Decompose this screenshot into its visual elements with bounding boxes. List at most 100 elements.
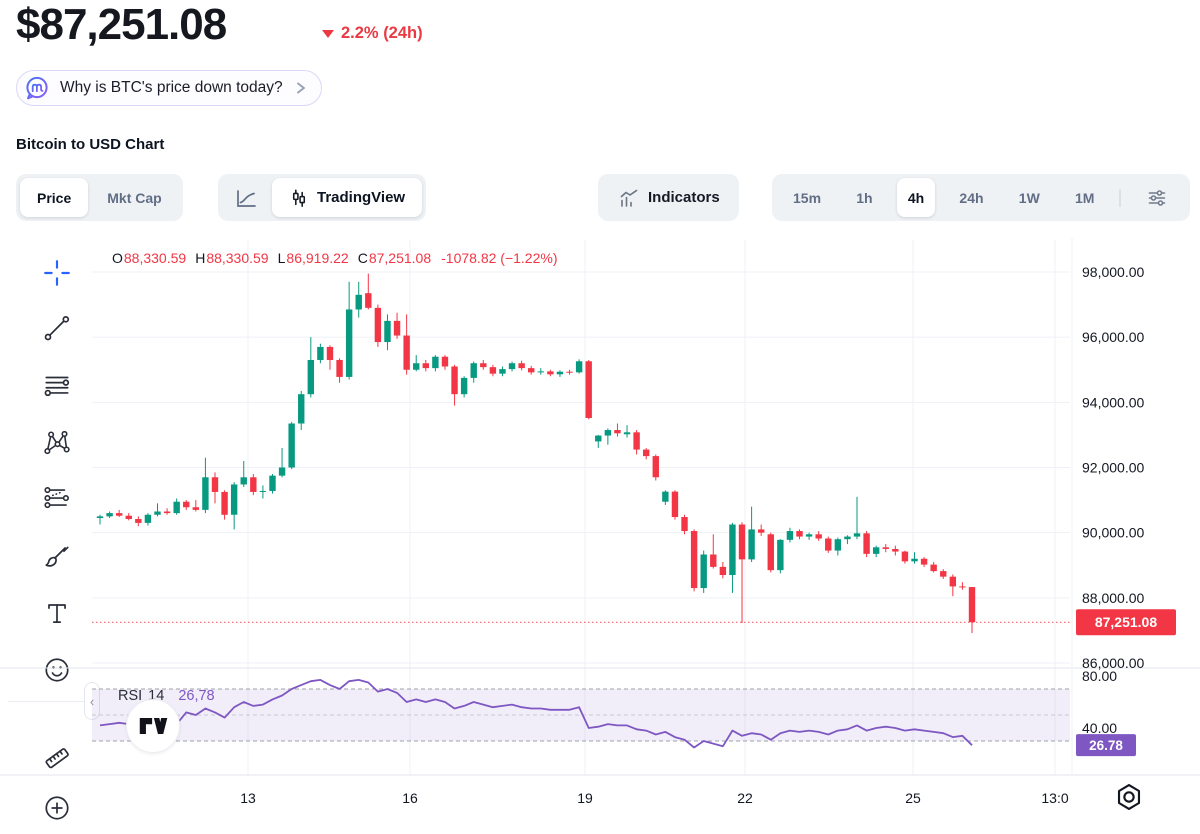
candle-body xyxy=(690,531,698,589)
candle-body xyxy=(403,335,410,370)
candle-body xyxy=(786,531,794,540)
indicators-button[interactable]: Indicators xyxy=(598,174,739,221)
candle-body xyxy=(825,538,832,551)
candle-body xyxy=(154,511,161,515)
candle-body xyxy=(882,547,889,549)
candle-body xyxy=(901,551,909,562)
candle-body xyxy=(633,432,640,450)
trend-line-tool[interactable] xyxy=(42,313,72,343)
price-scale[interactable]: 98,000.00 96,000.00 94,000.00 92,000.00 90,0… xyxy=(1082,264,1144,736)
candle-body xyxy=(211,477,219,492)
price-tick-label: 90,000.00 xyxy=(1082,525,1144,541)
candle-body xyxy=(930,564,937,572)
candle-body xyxy=(393,320,401,336)
candle-body xyxy=(719,566,727,576)
tools-divider xyxy=(8,701,88,702)
xabcd-pattern-tool[interactable] xyxy=(42,427,72,457)
rsi-legend: RSI 14 26,78 xyxy=(118,688,215,704)
candle-body xyxy=(432,356,439,369)
chart-surface[interactable]: 98,000.00 96,000.00 94,000.00 92,000.00 90,0… xyxy=(0,228,1200,834)
candle-body xyxy=(317,346,324,360)
zoom-in-tool[interactable] xyxy=(42,793,72,823)
timeframe-15m[interactable]: 15m xyxy=(782,178,832,217)
text-tool[interactable] xyxy=(42,598,72,628)
rsi-tick-label: 40.00 xyxy=(1082,720,1117,736)
candle-body xyxy=(710,554,717,567)
collapse-pane-button[interactable]: ‹ xyxy=(84,682,100,720)
candle-body xyxy=(115,513,123,516)
candle-body xyxy=(796,531,803,537)
candle-body xyxy=(221,491,228,515)
time-scale[interactable]: 13 16 19 22 25 13:0 xyxy=(240,790,1069,806)
timeframe-1m[interactable]: 1M xyxy=(1064,178,1105,217)
candle-body xyxy=(336,359,343,377)
candle-body xyxy=(441,356,449,367)
time-tick-label: 16 xyxy=(402,790,418,806)
candle-body xyxy=(642,449,650,457)
candle-body xyxy=(585,361,592,418)
candle-body xyxy=(269,475,276,491)
candle-body xyxy=(853,533,861,537)
ai-question-pill[interactable]: Why is BTC's price down today? xyxy=(16,70,322,106)
candle-body xyxy=(298,394,305,424)
rsi-line xyxy=(99,678,973,749)
brush-tool[interactable] xyxy=(42,541,72,571)
horizontal-lines-tool[interactable] xyxy=(42,370,72,400)
settings-gear-button[interactable] xyxy=(1112,780,1146,814)
candle-body xyxy=(413,363,420,370)
candle-body xyxy=(556,371,564,375)
timeframe-24h[interactable]: 24h xyxy=(948,178,994,217)
candle-body xyxy=(106,513,113,517)
tradingview-button[interactable]: TradingView xyxy=(272,178,423,217)
tab-mkt-cap[interactable]: Mkt Cap xyxy=(90,178,178,217)
collapse-pane-icon: ‹ xyxy=(90,694,94,709)
timeframe-divider xyxy=(1118,188,1121,207)
rsi-name: RSI xyxy=(118,688,143,704)
cmc-ai-icon xyxy=(24,75,50,101)
rsi-value: 26,78 xyxy=(178,688,215,704)
candle-body xyxy=(911,558,918,562)
price-badge-text: 87,251.08 xyxy=(1095,614,1157,630)
indicators-label: Indicators xyxy=(648,189,720,206)
candle-body xyxy=(384,320,391,343)
candle-body xyxy=(537,371,544,373)
chart-settings-button[interactable] xyxy=(1134,178,1180,217)
candle-body xyxy=(757,529,765,533)
candle-body xyxy=(345,309,353,377)
candle-body xyxy=(374,307,382,343)
candle-body xyxy=(834,539,842,551)
crosshair-tool[interactable] xyxy=(42,258,72,288)
time-tick-label: 19 xyxy=(577,790,593,806)
tradingview-logo[interactable] xyxy=(126,699,180,753)
candle-body xyxy=(307,359,315,395)
section-title: Bitcoin to USD Chart xyxy=(16,136,165,153)
timeframe-selector: 15m 1h 4h 24h 1W 1M xyxy=(772,174,1190,221)
timeframe-4h[interactable]: 4h xyxy=(896,178,936,217)
candle-body xyxy=(547,371,554,375)
candle-body xyxy=(604,430,612,436)
price-tick-label: 96,000.00 xyxy=(1082,329,1144,345)
price-badge-bg xyxy=(1076,609,1176,636)
projection-tool[interactable] xyxy=(42,482,72,512)
candle-body xyxy=(777,539,784,571)
candle-body xyxy=(173,501,180,514)
price-change-24h: 2.2% (24h) xyxy=(322,24,423,43)
line-chart-button[interactable] xyxy=(222,178,270,217)
page-title-price: $87,251.08 xyxy=(16,0,227,49)
timeframe-1w[interactable]: 1W xyxy=(1008,178,1051,217)
chevron-right-icon xyxy=(295,81,307,95)
candle-body xyxy=(805,534,813,537)
candle-body xyxy=(968,587,976,623)
price-tick-label: 86,000.00 xyxy=(1082,655,1144,671)
candle-body xyxy=(863,533,870,554)
time-tick-label: 13:0 xyxy=(1041,790,1068,806)
measure-tool[interactable] xyxy=(42,743,72,773)
candle-body xyxy=(949,576,957,587)
candle-body xyxy=(250,477,257,492)
rsi-badge-bg xyxy=(1076,734,1136,757)
timeframe-1h[interactable]: 1h xyxy=(845,178,883,217)
candle-body xyxy=(288,423,295,468)
tab-price[interactable]: Price xyxy=(20,178,89,217)
sliders-icon xyxy=(1146,187,1168,209)
candle-body xyxy=(623,432,631,435)
